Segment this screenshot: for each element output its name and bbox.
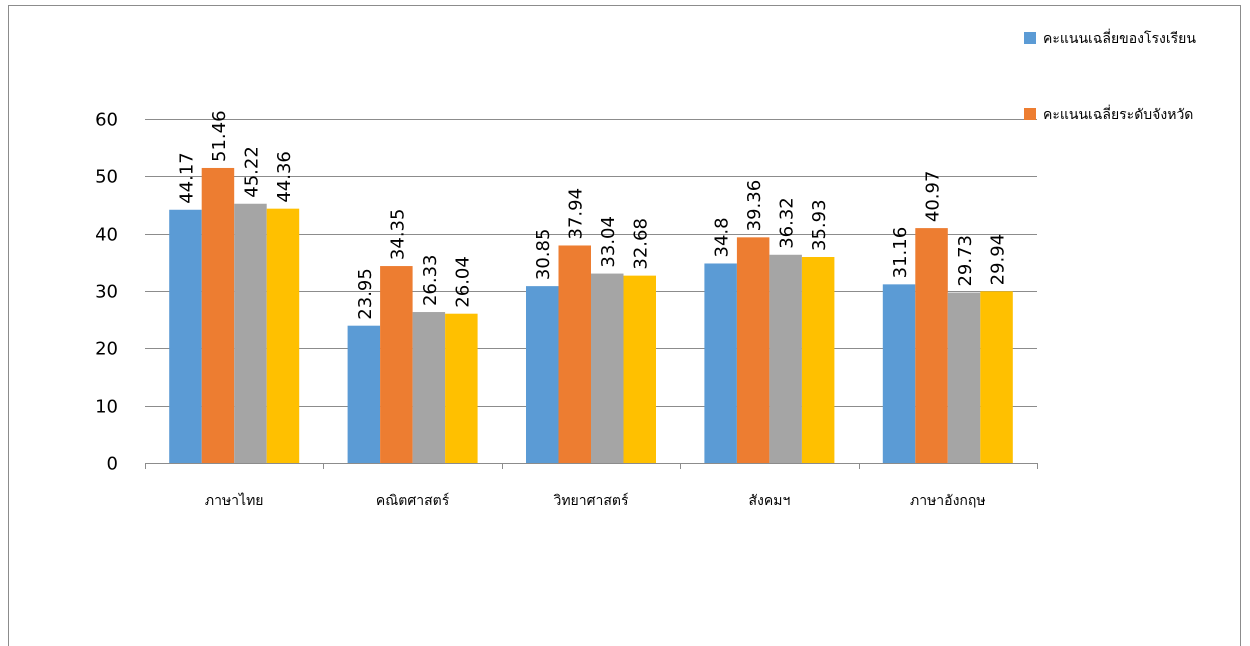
data-label: 34.8 — [712, 217, 733, 257]
data-label: 39.36 — [744, 180, 765, 232]
x-category-label: สังคมฯ — [748, 493, 790, 509]
bar — [801, 257, 835, 463]
data-label: 36.32 — [777, 197, 798, 249]
bar — [201, 167, 235, 464]
bar — [169, 209, 202, 463]
data-label: 26.33 — [420, 255, 441, 307]
legend: คะแนนเฉลี่ยของโรงเรียนคะแนนเฉลี่ยระดับจั… — [1024, 29, 1196, 123]
data-label: 33.04 — [598, 216, 619, 268]
y-tick-label: 60 — [95, 110, 118, 131]
data-label: 51.46 — [209, 110, 230, 162]
data-label: 44.17 — [176, 152, 197, 204]
bar — [558, 245, 591, 463]
y-tick-label: 40 — [95, 225, 118, 246]
y-tick-label: 20 — [95, 339, 118, 360]
bar — [736, 237, 770, 463]
data-label: 23.95 — [355, 268, 376, 320]
data-label: 45.22 — [241, 146, 262, 198]
bar — [412, 312, 446, 463]
data-label: 37.94 — [566, 188, 587, 240]
bar — [347, 325, 381, 463]
y-tick-label: 50 — [95, 167, 118, 188]
data-label: 26.04 — [452, 256, 473, 308]
data-labels: 44.17 51.46 45.22 44.36 23.95 34.35 26.33 26.04… — [176, 110, 1008, 319]
bar — [704, 263, 737, 463]
data-label: 32.68 — [631, 218, 652, 270]
bars — [169, 167, 1013, 464]
data-label: 34.35 — [387, 209, 408, 261]
bar — [980, 291, 1013, 463]
bar — [915, 228, 948, 463]
bar — [769, 254, 802, 463]
legend-label: คะแนนเฉลี่ยระดับจังหวัด — [1043, 105, 1193, 123]
bar — [445, 313, 478, 463]
bar — [526, 286, 559, 463]
data-label: 40.97 — [923, 171, 944, 223]
axes — [145, 463, 1038, 469]
data-label: 31.16 — [890, 227, 911, 279]
y-tick-labels: 0 10 20 30 40 50 60 — [95, 110, 118, 475]
x-category-label: วิทยาศาสตร์ — [553, 492, 629, 509]
bar — [623, 275, 656, 463]
data-label: 29.73 — [955, 235, 976, 287]
bar — [380, 266, 413, 463]
y-tick-label: 30 — [95, 282, 118, 303]
legend-swatch — [1024, 32, 1036, 44]
x-category-label: ภาษาอังกฤษ — [910, 493, 986, 509]
x-category-label: ภาษาไทย — [205, 492, 264, 509]
bar — [234, 203, 267, 464]
legend-swatch — [1024, 108, 1036, 120]
x-category-label: คณิตศาสตร์ — [376, 492, 450, 509]
data-label: 35.93 — [809, 199, 830, 251]
y-tick-label: 10 — [95, 397, 118, 418]
y-tick-label: 0 — [107, 454, 118, 475]
data-label: 29.94 — [988, 234, 1009, 286]
bar — [591, 273, 624, 463]
legend-label: คะแนนเฉลี่ยของโรงเรียน — [1043, 29, 1196, 47]
bar — [266, 208, 300, 463]
data-label: 44.36 — [274, 151, 295, 203]
data-label: 30.85 — [533, 229, 554, 281]
bar — [947, 292, 981, 463]
bar — [882, 284, 916, 463]
x-category-labels: ภาษาไทย คณิตศาสตร์ วิทยาศาสตร์ สังคมฯ ภาษาอั… — [205, 492, 986, 509]
